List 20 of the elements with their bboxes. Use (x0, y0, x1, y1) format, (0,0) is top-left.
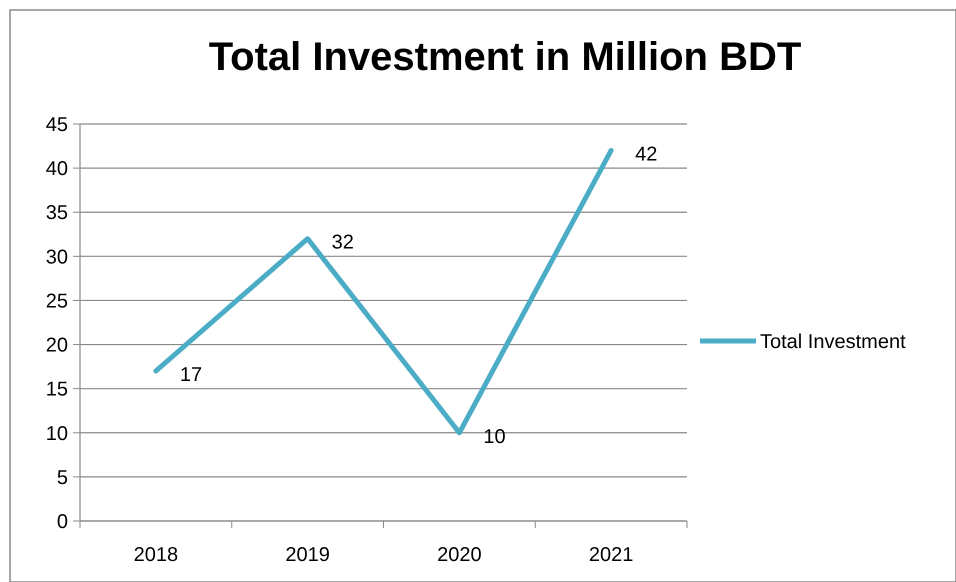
data-label: 32 (332, 232, 354, 254)
y-tick-label: 30 (46, 246, 68, 268)
chart-title: Total Investment in Million BDT (208, 35, 802, 79)
x-tick-label: 2018 (134, 544, 178, 566)
legend-label: Total Investment (760, 331, 906, 353)
y-tick-label: 0 (56, 511, 68, 533)
data-label: 42 (635, 143, 658, 166)
data-label: 17 (180, 364, 202, 386)
x-tick-label: 2021 (588, 544, 634, 566)
x-tick-label: 2020 (437, 544, 482, 566)
x-tick-label: 2019 (285, 544, 330, 566)
y-tick-label: 20 (46, 334, 68, 357)
y-tick-label: 5 (56, 466, 68, 489)
y-tick-label: 15 (46, 378, 68, 401)
y-tick-label: 40 (46, 158, 68, 180)
data-label: 10 (483, 426, 506, 448)
y-tick-label: 25 (46, 290, 68, 312)
y-tick-label: 10 (46, 422, 68, 445)
y-tick-label: 45 (46, 114, 68, 136)
y-tick-label: 35 (46, 202, 68, 224)
